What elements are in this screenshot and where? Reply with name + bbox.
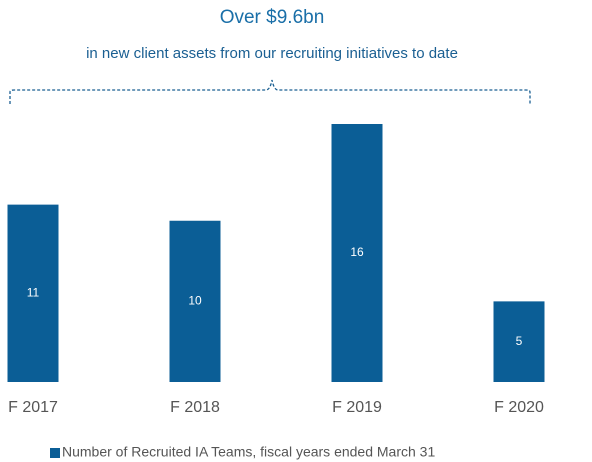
chart-title: Over $9.6bn bbox=[220, 7, 325, 28]
data-label: 16 bbox=[350, 245, 364, 259]
bar bbox=[493, 301, 545, 382]
chart-subtitle: in new client assets from our recruiting… bbox=[86, 45, 458, 62]
legend-label: Number of Recruited IA Teams, fiscal yea… bbox=[62, 444, 435, 460]
bar bbox=[331, 124, 383, 382]
bar bbox=[169, 220, 221, 382]
legend-swatch bbox=[50, 448, 60, 458]
data-label: 11 bbox=[27, 285, 40, 299]
data-label: 5 bbox=[516, 334, 523, 348]
x-tick-label: F 2020 bbox=[494, 399, 544, 416]
bracket bbox=[9, 79, 531, 104]
x-tick-label: F 2017 bbox=[8, 399, 58, 416]
data-label: 10 bbox=[188, 294, 202, 308]
x-tick-label: F 2019 bbox=[332, 399, 382, 416]
bar bbox=[7, 204, 59, 382]
x-tick-label: F 2018 bbox=[170, 399, 220, 416]
